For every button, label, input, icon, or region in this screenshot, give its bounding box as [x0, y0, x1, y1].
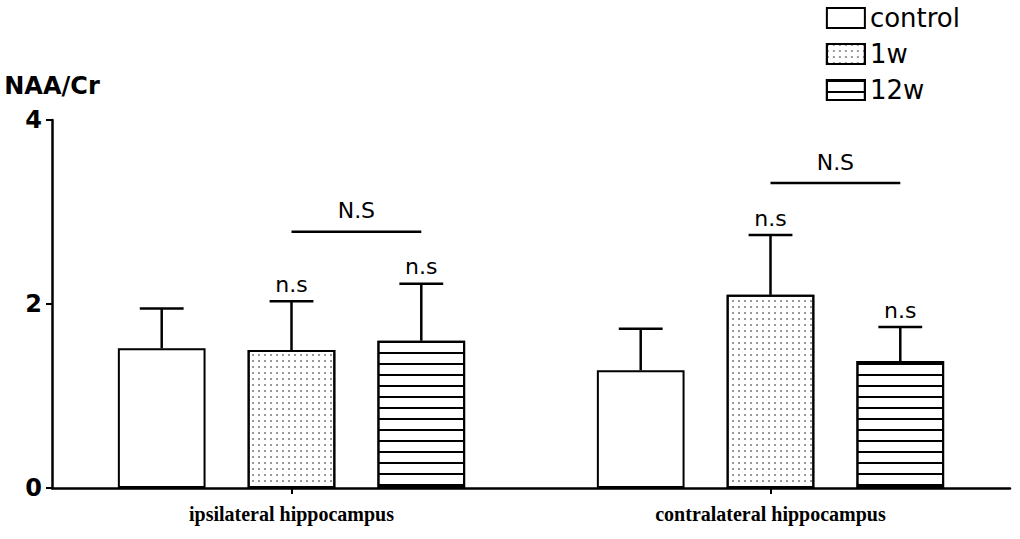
svg-text:N.S: N.S: [338, 198, 375, 223]
svg-text:n.s: n.s: [275, 272, 307, 297]
svg-text:2: 2: [25, 290, 42, 318]
svg-text:4: 4: [25, 106, 42, 134]
svg-text:contralateral hippocampus: contralateral hippocampus: [655, 503, 886, 526]
svg-text:12w: 12w: [870, 75, 924, 105]
svg-text:N.S: N.S: [817, 150, 854, 175]
svg-text:1w: 1w: [870, 39, 908, 69]
svg-text:NAA/Cr: NAA/Cr: [4, 72, 100, 100]
svg-text:n.s: n.s: [884, 298, 916, 323]
svg-text:n.s: n.s: [405, 254, 437, 279]
svg-text:ipsilateral hippocampus: ipsilateral hippocampus: [189, 503, 394, 526]
svg-text:0: 0: [25, 474, 42, 502]
svg-text:control: control: [870, 3, 960, 33]
svg-text:n.s: n.s: [754, 206, 786, 231]
